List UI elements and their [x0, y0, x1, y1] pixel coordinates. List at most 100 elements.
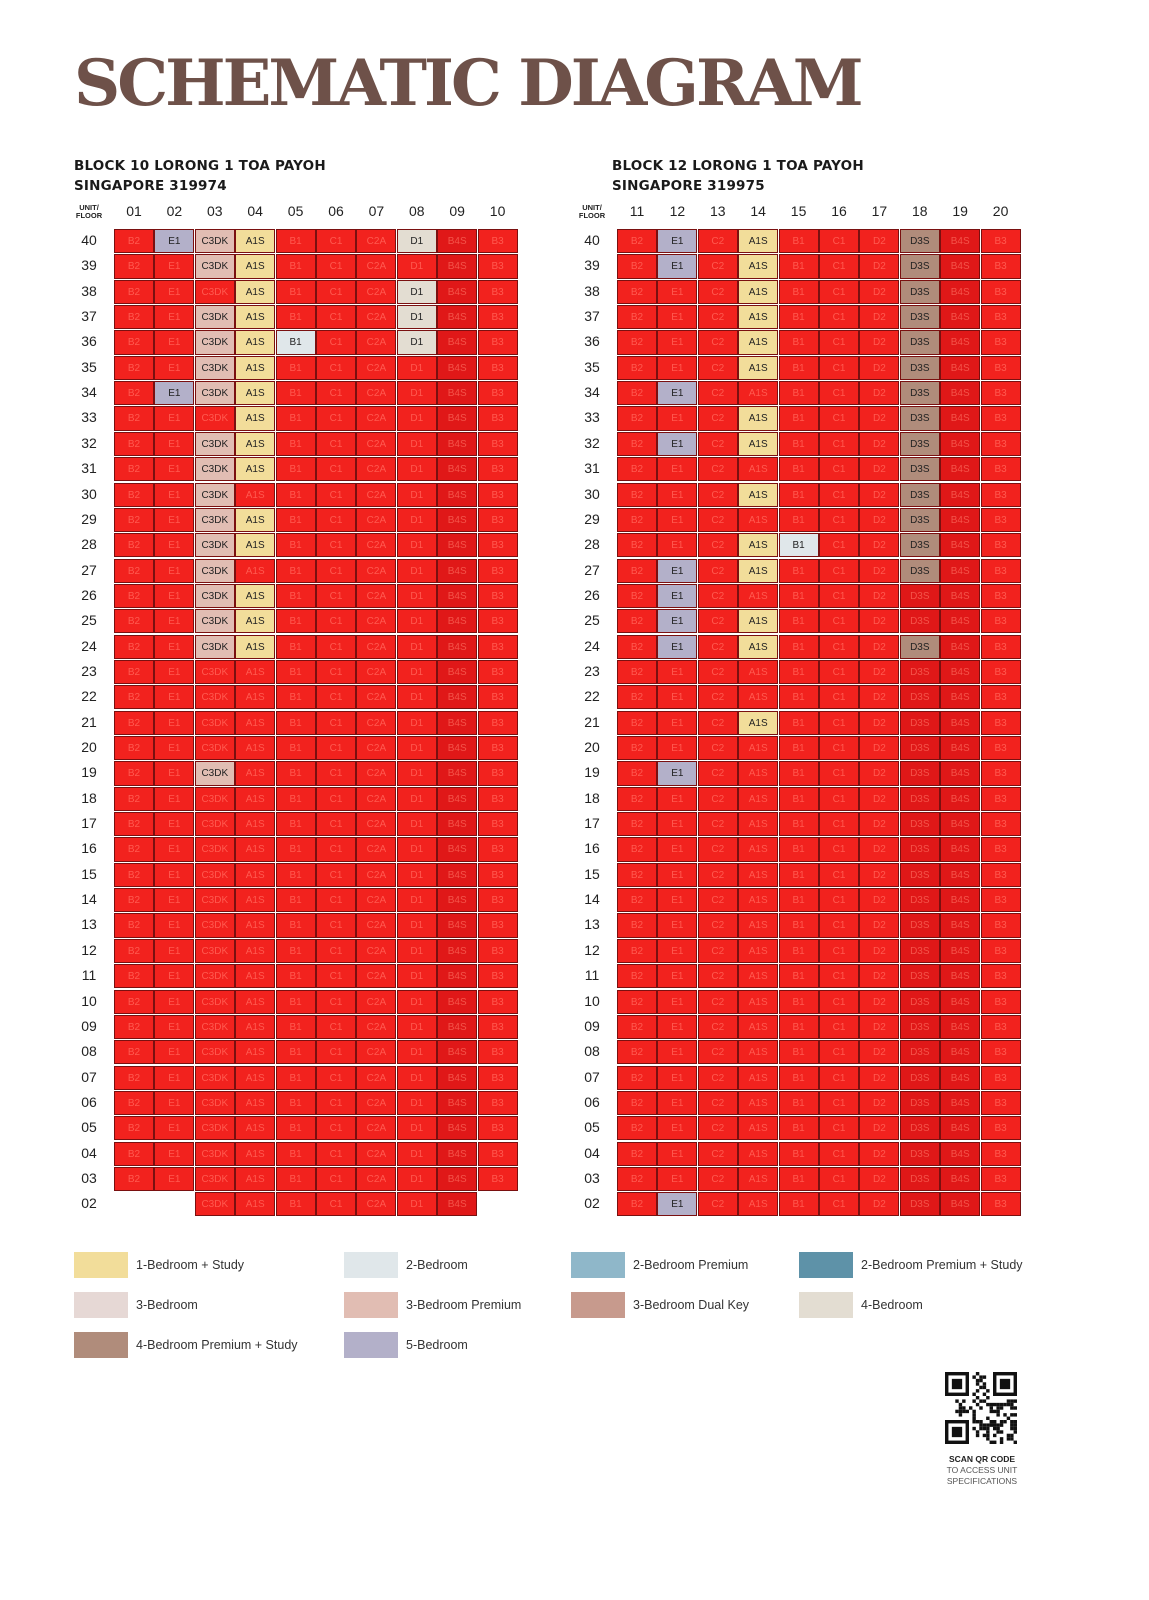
- unit-cell[interactable]: A1S: [235, 254, 276, 279]
- unit-cell[interactable]: B4S: [940, 558, 981, 583]
- unit-cell[interactable]: B2: [617, 964, 657, 989]
- unit-cell[interactable]: C1: [316, 710, 356, 735]
- unit-cell[interactable]: B4S: [940, 634, 981, 659]
- unit-cell[interactable]: B3: [980, 888, 1021, 913]
- unit-cell[interactable]: C1: [316, 533, 356, 558]
- unit-cell[interactable]: C2: [697, 381, 738, 406]
- unit-cell[interactable]: C1: [819, 254, 859, 279]
- unit-cell[interactable]: E1: [154, 381, 195, 406]
- unit-cell[interactable]: B2: [114, 457, 154, 482]
- unit-cell[interactable]: E1: [154, 1065, 195, 1090]
- unit-cell[interactable]: B2: [617, 761, 657, 786]
- unit-cell[interactable]: D1: [396, 305, 437, 330]
- unit-cell[interactable]: B4S: [940, 1166, 981, 1192]
- unit-cell[interactable]: D2: [859, 837, 900, 862]
- unit-cell[interactable]: C1: [819, 913, 859, 938]
- unit-cell[interactable]: E1: [657, 229, 698, 254]
- unit-cell[interactable]: B4S: [940, 862, 981, 887]
- unit-cell[interactable]: B3: [477, 888, 518, 913]
- unit-cell[interactable]: B3: [980, 710, 1021, 735]
- unit-cell[interactable]: D2: [859, 862, 900, 887]
- unit-cell[interactable]: E1: [154, 786, 195, 811]
- unit-cell[interactable]: D2: [859, 685, 900, 710]
- unit-cell[interactable]: C1: [819, 279, 859, 304]
- unit-cell[interactable]: D2: [859, 1040, 900, 1065]
- unit-cell[interactable]: D3S: [899, 1166, 940, 1192]
- unit-cell[interactable]: A1S: [235, 1014, 276, 1040]
- unit-cell[interactable]: B2: [617, 533, 657, 558]
- unit-cell[interactable]: D1: [396, 1116, 437, 1141]
- unit-cell[interactable]: D1: [396, 710, 437, 735]
- unit-cell[interactable]: C2A: [356, 533, 397, 558]
- unit-cell[interactable]: B2: [617, 736, 657, 761]
- unit-cell[interactable]: C1: [316, 558, 356, 583]
- unit-cell[interactable]: C2: [697, 786, 738, 811]
- unit-cell[interactable]: B2: [114, 558, 154, 583]
- unit-cell[interactable]: B2: [114, 229, 154, 254]
- unit-cell[interactable]: B3: [477, 1116, 518, 1141]
- unit-cell[interactable]: C1: [819, 862, 859, 887]
- unit-cell[interactable]: C2: [697, 1116, 738, 1141]
- unit-cell[interactable]: A1S: [738, 355, 779, 380]
- unit-cell[interactable]: C2A: [356, 888, 397, 913]
- unit-cell[interactable]: B2: [114, 355, 154, 380]
- unit-cell[interactable]: A1S: [738, 431, 779, 456]
- unit-cell[interactable]: B1: [778, 1141, 819, 1166]
- unit-cell[interactable]: B1: [275, 229, 316, 254]
- unit-cell[interactable]: D1: [396, 685, 437, 710]
- unit-cell[interactable]: C2: [697, 1090, 738, 1116]
- unit-cell[interactable]: C3DK: [194, 964, 235, 989]
- unit-cell[interactable]: C1: [316, 1065, 356, 1090]
- unit-cell[interactable]: B2: [617, 862, 657, 887]
- unit-cell[interactable]: B1: [778, 305, 819, 330]
- unit-cell[interactable]: B3: [477, 229, 518, 254]
- unit-cell[interactable]: B2: [617, 482, 657, 507]
- unit-cell[interactable]: B1: [778, 558, 819, 583]
- unit-cell[interactable]: E1: [657, 812, 698, 837]
- unit-cell[interactable]: B1: [275, 964, 316, 989]
- unit-cell[interactable]: C1: [819, 431, 859, 456]
- unit-cell[interactable]: B3: [980, 1192, 1021, 1217]
- unit-cell[interactable]: D2: [859, 659, 900, 685]
- unit-cell[interactable]: C2A: [356, 457, 397, 482]
- unit-cell[interactable]: C2A: [356, 1141, 397, 1166]
- unit-cell[interactable]: A1S: [738, 938, 779, 963]
- unit-cell[interactable]: B3: [477, 964, 518, 989]
- unit-cell[interactable]: C2A: [356, 761, 397, 786]
- unit-cell[interactable]: A1S: [235, 229, 276, 254]
- unit-cell[interactable]: B2: [617, 710, 657, 735]
- unit-cell[interactable]: B4S: [437, 229, 478, 254]
- unit-cell[interactable]: B3: [477, 1141, 518, 1166]
- unit-cell[interactable]: B2: [114, 862, 154, 887]
- unit-cell[interactable]: D3S: [899, 786, 940, 811]
- unit-cell[interactable]: E1: [154, 812, 195, 837]
- unit-cell[interactable]: B3: [477, 989, 518, 1014]
- unit-cell[interactable]: C2A: [356, 862, 397, 887]
- unit-cell[interactable]: A1S: [235, 609, 276, 634]
- unit-cell[interactable]: B3: [980, 1141, 1021, 1166]
- unit-cell[interactable]: B1: [778, 685, 819, 710]
- unit-cell[interactable]: E1: [154, 533, 195, 558]
- unit-cell[interactable]: B1: [275, 888, 316, 913]
- unit-cell[interactable]: B1: [275, 812, 316, 837]
- unit-cell[interactable]: A1S: [235, 457, 276, 482]
- unit-cell[interactable]: C1: [316, 330, 356, 355]
- unit-cell[interactable]: C2: [697, 1065, 738, 1090]
- unit-cell[interactable]: C3DK: [194, 583, 235, 609]
- unit-cell[interactable]: B2: [114, 913, 154, 938]
- unit-cell[interactable]: D3S: [899, 989, 940, 1014]
- unit-cell[interactable]: D3S: [899, 381, 940, 406]
- unit-cell[interactable]: B3: [477, 1014, 518, 1040]
- unit-cell[interactable]: C3DK: [194, 431, 235, 456]
- unit-cell[interactable]: A1S: [235, 989, 276, 1014]
- unit-cell[interactable]: A1S: [235, 1116, 276, 1141]
- unit-cell[interactable]: A1S: [235, 1090, 276, 1116]
- unit-cell[interactable]: A1S: [738, 406, 779, 431]
- unit-cell[interactable]: B1: [275, 583, 316, 609]
- unit-cell[interactable]: B1: [778, 355, 819, 380]
- unit-cell[interactable]: B3: [980, 659, 1021, 685]
- unit-cell[interactable]: B1: [778, 786, 819, 811]
- unit-cell[interactable]: E1: [657, 558, 698, 583]
- unit-cell[interactable]: B3: [477, 634, 518, 659]
- unit-cell[interactable]: B1: [778, 1166, 819, 1192]
